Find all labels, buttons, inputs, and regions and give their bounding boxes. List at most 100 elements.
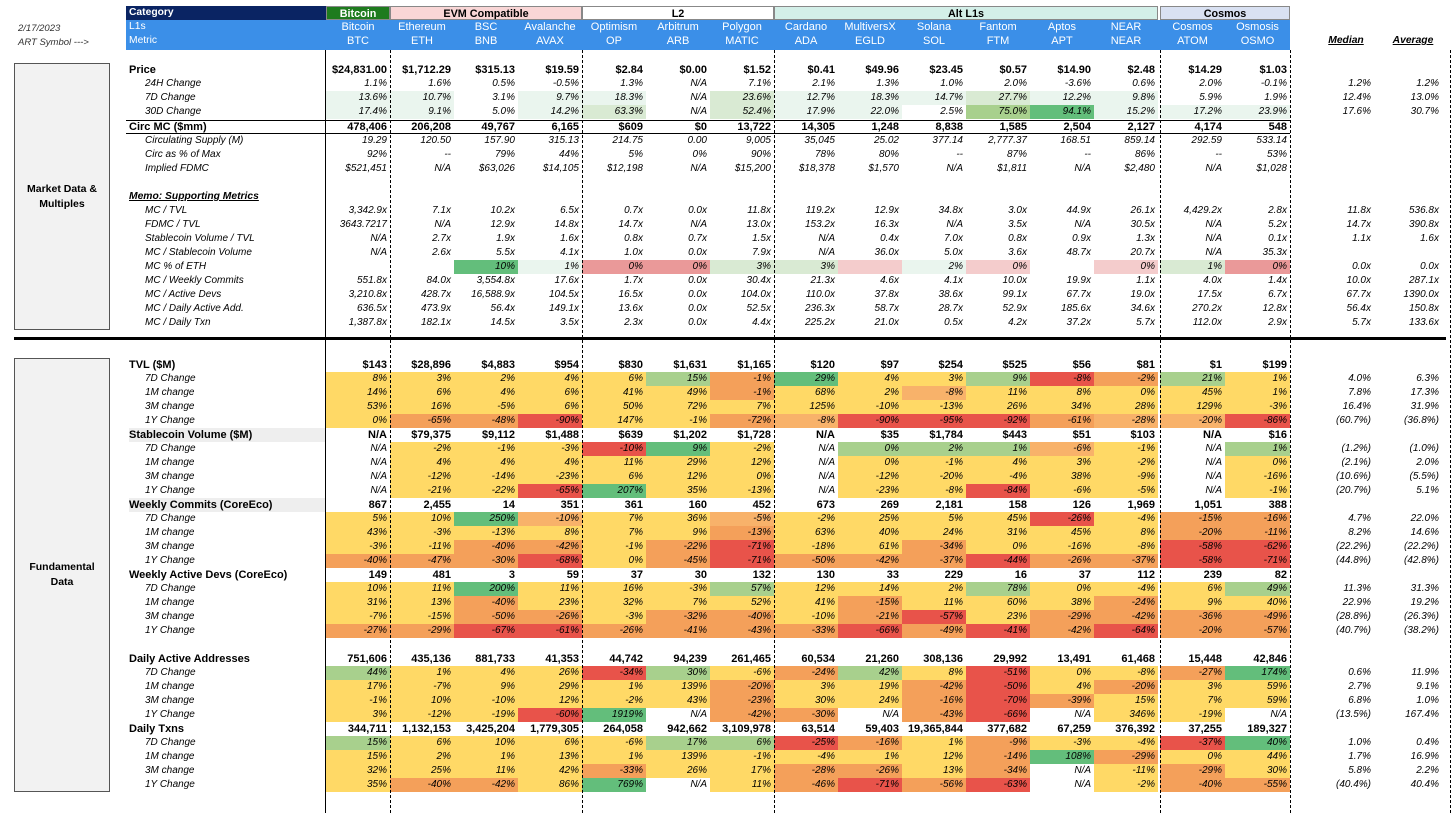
- table-cell: -41%: [966, 624, 1030, 638]
- row-label: MC / Daily Txn: [145, 317, 211, 328]
- row-label: 3M change: [145, 471, 195, 482]
- table-cell: -58%: [1160, 540, 1225, 554]
- table-cell: 63,514: [801, 723, 835, 735]
- header-chain-name: Arbitrum: [657, 21, 699, 33]
- table-cell: 6%: [518, 386, 582, 400]
- table-cell: -10%: [774, 610, 838, 624]
- table-cell: 3%: [774, 680, 838, 694]
- table-cell: N/A: [1205, 485, 1222, 496]
- average-cell: 133.6x: [1408, 317, 1439, 328]
- table-cell: 1%: [966, 442, 1030, 456]
- table-row: 1Y Change 0% -65% -48% -90% 147% -1% -72% -8% -90…: [0, 414, 1456, 428]
- table-cell: -2%: [390, 442, 454, 456]
- median-cell: (13.5%): [1335, 709, 1371, 720]
- table-cell: -8%: [1094, 666, 1158, 680]
- table-cell: $16: [1268, 429, 1287, 441]
- table-cell: 72%: [646, 400, 710, 414]
- table-cell: $1,488: [545, 429, 579, 441]
- header-chain-ticker: BNB: [474, 35, 498, 47]
- table-cell: -40%: [390, 778, 454, 792]
- table-cell: 214.75: [612, 135, 643, 146]
- table-cell: 3%: [390, 372, 454, 386]
- table-cell: 548: [1268, 121, 1287, 133]
- table-cell: -1%: [902, 456, 966, 470]
- table-cell: 0%: [692, 149, 707, 160]
- table-cell: 60,534: [801, 653, 835, 665]
- label-column-divider: [325, 50, 326, 813]
- table-cell: 0%: [838, 456, 902, 470]
- table-cell: 3%: [774, 260, 838, 274]
- table-cell: -61%: [518, 624, 582, 638]
- table-cell: 0.6%: [1132, 78, 1155, 89]
- table-cell: 30.4x: [746, 275, 771, 286]
- header-average: Average: [1392, 35, 1434, 46]
- table-cell: -15%: [1160, 512, 1225, 526]
- average-cell: 390.8x: [1408, 219, 1439, 230]
- table-cell: 57%: [710, 582, 774, 596]
- table-cell: N/A: [368, 429, 387, 441]
- table-cell: 9%: [646, 442, 710, 456]
- table-cell: -24%: [1094, 596, 1158, 610]
- table-cell: 99.1x: [1002, 289, 1027, 300]
- table-cell: 82: [1274, 569, 1287, 581]
- table-cell: 2%: [902, 442, 966, 456]
- table-cell: 16.3x: [874, 219, 899, 230]
- table-cell: 0%: [1160, 750, 1225, 764]
- table-cell: 2.0%: [1199, 78, 1222, 89]
- median-cell: 10.0x: [1346, 275, 1371, 286]
- table-cell: 533.14: [1256, 135, 1287, 146]
- table-row: Stablecoin Volume / TVL N/A 2.7x 1.9x 1.6x 0.…: [0, 232, 1456, 246]
- table-cell: 4.2x: [1008, 317, 1027, 328]
- median-cell: 14.7x: [1346, 219, 1371, 230]
- header-chain-name: BSC: [474, 21, 498, 33]
- table-cell: 17%: [326, 680, 390, 694]
- table-cell: -65%: [390, 414, 454, 428]
- table-cell: 881,733: [475, 653, 515, 665]
- table-cell: 4%: [454, 386, 518, 400]
- table-cell: 92%: [366, 149, 387, 160]
- table-cell: 6,165: [551, 121, 579, 133]
- table-cell: 229: [944, 569, 963, 581]
- table-cell: N/A: [1205, 471, 1222, 482]
- table-row: 1M change 17% -7% 9% 29% 1% 139% -20% 3% 19% -42% -…: [0, 680, 1456, 694]
- table-cell: -72%: [710, 414, 774, 428]
- column-divider: [774, 50, 775, 813]
- row-label: 3M change: [145, 541, 195, 552]
- table-cell: 84.0x: [426, 275, 451, 286]
- table-cell: 3,554.8x: [476, 275, 515, 286]
- table-cell: 377.14: [932, 135, 963, 146]
- table-cell: 30.5x: [1130, 219, 1155, 230]
- table-cell: 0.0x: [688, 303, 707, 314]
- table-cell: -11%: [1094, 764, 1158, 778]
- table-cell: 21.3x: [810, 275, 835, 286]
- table-cell: N/A: [818, 247, 835, 258]
- table-cell: -20%: [710, 680, 774, 694]
- table-cell: $521,451: [345, 163, 387, 174]
- table-row: 1Y Change 3% -12% -19% -60% 1919% N/A -42% -30% N…: [0, 708, 1456, 722]
- table-cell: N/A: [690, 709, 707, 720]
- table-row: Circ MC ($mm) 478,406 206,208 49,767 6,165 $6…: [0, 120, 1456, 134]
- header-chain-ticker: AVAX: [536, 35, 564, 47]
- table-cell: $954: [554, 359, 579, 371]
- median-cell: 1.1x: [1352, 233, 1371, 244]
- table-cell: 2,777.37: [988, 135, 1027, 146]
- table-cell: 14.5x: [490, 317, 515, 328]
- table-cell: N/A: [1205, 233, 1222, 244]
- table-cell: -13%: [710, 526, 774, 540]
- table-cell: 6%: [390, 736, 454, 750]
- table-cell: 19.29: [361, 135, 387, 146]
- table-cell: 4%: [518, 372, 582, 386]
- table-cell: 52.4%: [710, 105, 774, 119]
- table-cell: 45%: [1030, 526, 1094, 540]
- table-cell: $1.52: [743, 64, 771, 76]
- table-cell: 49%: [646, 386, 710, 400]
- table-cell: N/A: [1074, 765, 1091, 776]
- table-cell: 2.3x: [624, 317, 643, 328]
- row-label: 1M change: [145, 597, 195, 608]
- table-cell: 3%: [902, 372, 966, 386]
- table-cell: 132: [752, 569, 771, 581]
- row-label: Stablecoin Volume / TVL: [145, 233, 255, 244]
- table-cell: N/A: [690, 78, 707, 89]
- table-cell: 0%: [1030, 666, 1094, 680]
- table-cell: -19%: [454, 708, 518, 722]
